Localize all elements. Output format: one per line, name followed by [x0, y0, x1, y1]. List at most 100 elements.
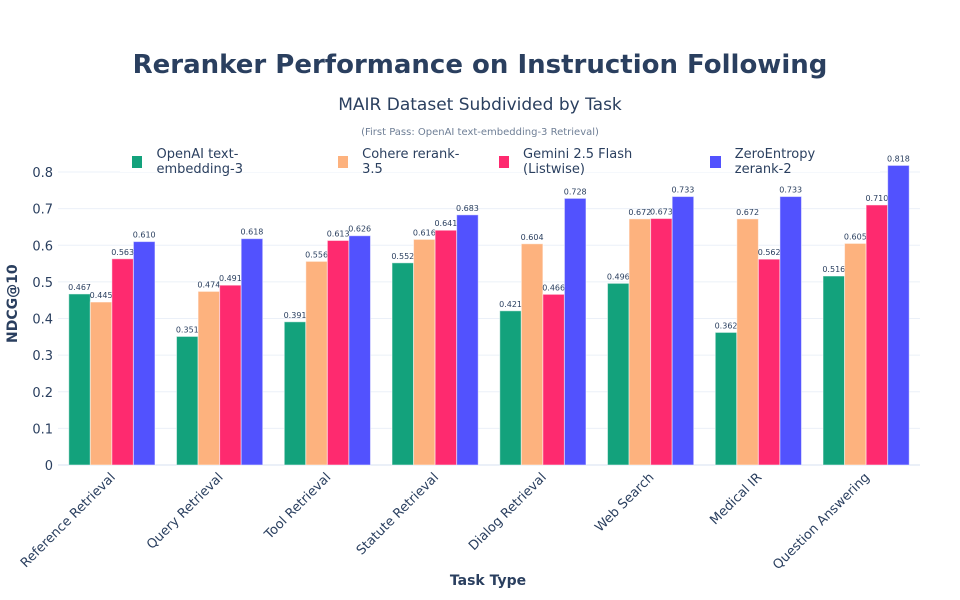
- bar[interactable]: [240, 238, 264, 466]
- y-tick-label: 0.4: [32, 313, 53, 328]
- bar-value-label: 0.733: [671, 186, 694, 195]
- bar[interactable]: [779, 196, 802, 466]
- bar-value-label: 0.672: [736, 208, 759, 217]
- bar[interactable]: [714, 331, 738, 466]
- x-tick-label: Web Search: [592, 470, 657, 535]
- bar-value-label: 0.445: [90, 291, 113, 300]
- x-tick-label: Query Retrieval: [144, 470, 226, 552]
- bar[interactable]: [348, 235, 371, 466]
- x-tick-label: Reference Retrieval: [18, 470, 119, 571]
- legend-label: ZeroEntropy zerank-2: [734, 147, 816, 177]
- legend-label: Cohere rerank-3.5: [362, 147, 460, 177]
- legend-swatch-icon: [132, 156, 143, 168]
- bar-value-label: 0.604: [521, 233, 544, 242]
- y-tick-label: 0.8: [32, 166, 53, 181]
- y-tick-label: 0.5: [32, 276, 53, 291]
- bar[interactable]: [563, 197, 587, 466]
- bar-value-label: 0.710: [865, 194, 888, 203]
- bar-value-label: 0.467: [68, 283, 91, 292]
- bar[interactable]: [197, 290, 221, 466]
- legend-item-cohere[interactable]: Cohere rerank-3.5: [326, 147, 465, 177]
- bar[interactable]: [757, 258, 781, 466]
- bar-value-label: 0.728: [564, 187, 587, 196]
- x-tick-label: Dialog Retrieval: [466, 470, 550, 554]
- legend-item-zeroentropy[interactable]: ZeroEntropy zerank-2: [698, 147, 858, 177]
- bar[interactable]: [822, 275, 846, 466]
- bar[interactable]: [499, 310, 522, 466]
- bar-value-label: 0.818: [887, 154, 910, 163]
- bar-value-label: 0.516: [822, 265, 845, 274]
- legend: OpenAI text-embedding-3 Cohere rerank-3.…: [120, 147, 880, 177]
- bar-value-label: 0.496: [607, 272, 630, 281]
- bar-value-label: 0.391: [284, 311, 307, 320]
- bar[interactable]: [844, 242, 867, 466]
- bar[interactable]: [132, 241, 156, 466]
- bar-value-label: 0.351: [176, 325, 199, 334]
- bar-value-label: 0.610: [133, 231, 156, 240]
- bar[interactable]: [413, 238, 436, 466]
- bar[interactable]: [887, 164, 910, 466]
- bar-value-label: 0.683: [456, 204, 479, 213]
- bar[interactable]: [219, 284, 242, 466]
- y-axis-title: NDCG@10: [5, 264, 21, 343]
- bar-value-label: 0.672: [628, 208, 651, 217]
- bar-value-label: 0.556: [305, 250, 328, 259]
- bar-value-label: 0.474: [197, 280, 220, 289]
- bar[interactable]: [305, 260, 328, 466]
- legend-item-openai[interactable]: OpenAI text-embedding-3: [120, 147, 304, 177]
- bar[interactable]: [671, 196, 695, 466]
- bar-value-label: 0.733: [779, 186, 802, 195]
- bar-value-label: 0.552: [391, 252, 414, 261]
- bar[interactable]: [607, 282, 630, 466]
- chart-title: Reranker Performance on Instruction Foll…: [132, 50, 828, 80]
- bar[interactable]: [326, 239, 350, 466]
- bar-value-label: 0.362: [715, 321, 738, 330]
- x-tick-label: Tool Retrieval: [261, 470, 334, 543]
- bar-value-label: 0.562: [758, 248, 781, 257]
- bar-value-label: 0.466: [542, 283, 565, 292]
- bar[interactable]: [68, 293, 91, 466]
- y-tick-label: 0.1: [32, 422, 53, 437]
- bar[interactable]: [542, 293, 565, 466]
- bar[interactable]: [520, 243, 544, 466]
- x-tick-label: Question Answering: [770, 470, 873, 573]
- chart-annotation: (First Pass: OpenAI text-embedding-3 Ret…: [361, 127, 599, 138]
- bar[interactable]: [865, 204, 889, 466]
- bar-value-label: 0.673: [650, 208, 673, 217]
- bar[interactable]: [176, 335, 199, 466]
- bar-value-label: 0.641: [434, 219, 457, 228]
- x-tick-label: Medical IR: [707, 470, 765, 528]
- bar[interactable]: [456, 214, 479, 466]
- legend-label: OpenAI text-embedding-3: [156, 147, 243, 177]
- bar-value-label: 0.421: [499, 300, 522, 309]
- bar[interactable]: [89, 301, 113, 466]
- bar[interactable]: [650, 218, 673, 466]
- y-tick-label: 0.3: [32, 349, 53, 364]
- x-tick-label: Statute Retrieval: [354, 470, 442, 558]
- bar[interactable]: [391, 262, 415, 466]
- y-tick-label: 0: [45, 459, 53, 474]
- bar-value-label: 0.491: [219, 274, 242, 283]
- y-tick-label: 0.7: [32, 203, 53, 218]
- x-axis-title: Task Type: [449, 573, 527, 589]
- bar-value-label: 0.605: [844, 232, 867, 241]
- bar[interactable]: [434, 229, 458, 466]
- bar-value-label: 0.563: [111, 248, 134, 257]
- legend-swatch-icon: [710, 156, 721, 168]
- y-tick-label: 0.2: [32, 386, 53, 401]
- bar[interactable]: [736, 218, 759, 466]
- legend-swatch-icon: [337, 156, 349, 168]
- bar-value-label: 0.626: [348, 225, 371, 234]
- bar[interactable]: [628, 218, 652, 466]
- bar-value-label: 0.613: [327, 229, 350, 238]
- bar-value-label: 0.616: [413, 228, 436, 237]
- legend-swatch-icon: [498, 156, 510, 168]
- bar[interactable]: [111, 258, 134, 466]
- legend-item-gemini[interactable]: Gemini 2.5 Flash (Listwise): [487, 147, 677, 177]
- chart-subtitle: MAIR Dataset Subdivided by Task: [338, 95, 622, 115]
- bar[interactable]: [283, 321, 307, 466]
- bar-value-label: 0.618: [240, 228, 263, 237]
- legend-label: Gemini 2.5 Flash (Listwise): [523, 147, 633, 177]
- y-tick-label: 0.6: [32, 239, 53, 254]
